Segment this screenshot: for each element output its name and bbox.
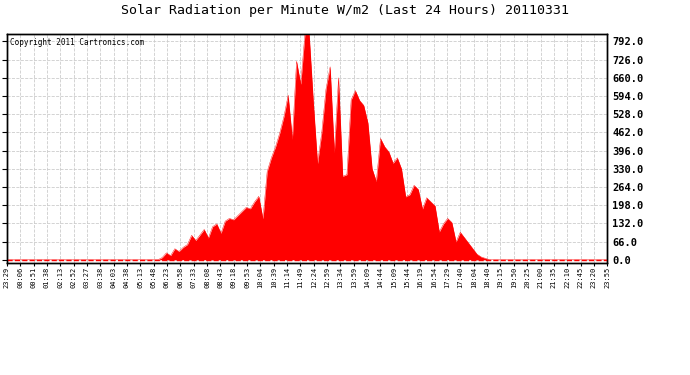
Text: Solar Radiation per Minute W/m2 (Last 24 Hours) 20110331: Solar Radiation per Minute W/m2 (Last 24… (121, 4, 569, 17)
Text: Copyright 2011 Cartronics.com: Copyright 2011 Cartronics.com (10, 38, 144, 47)
